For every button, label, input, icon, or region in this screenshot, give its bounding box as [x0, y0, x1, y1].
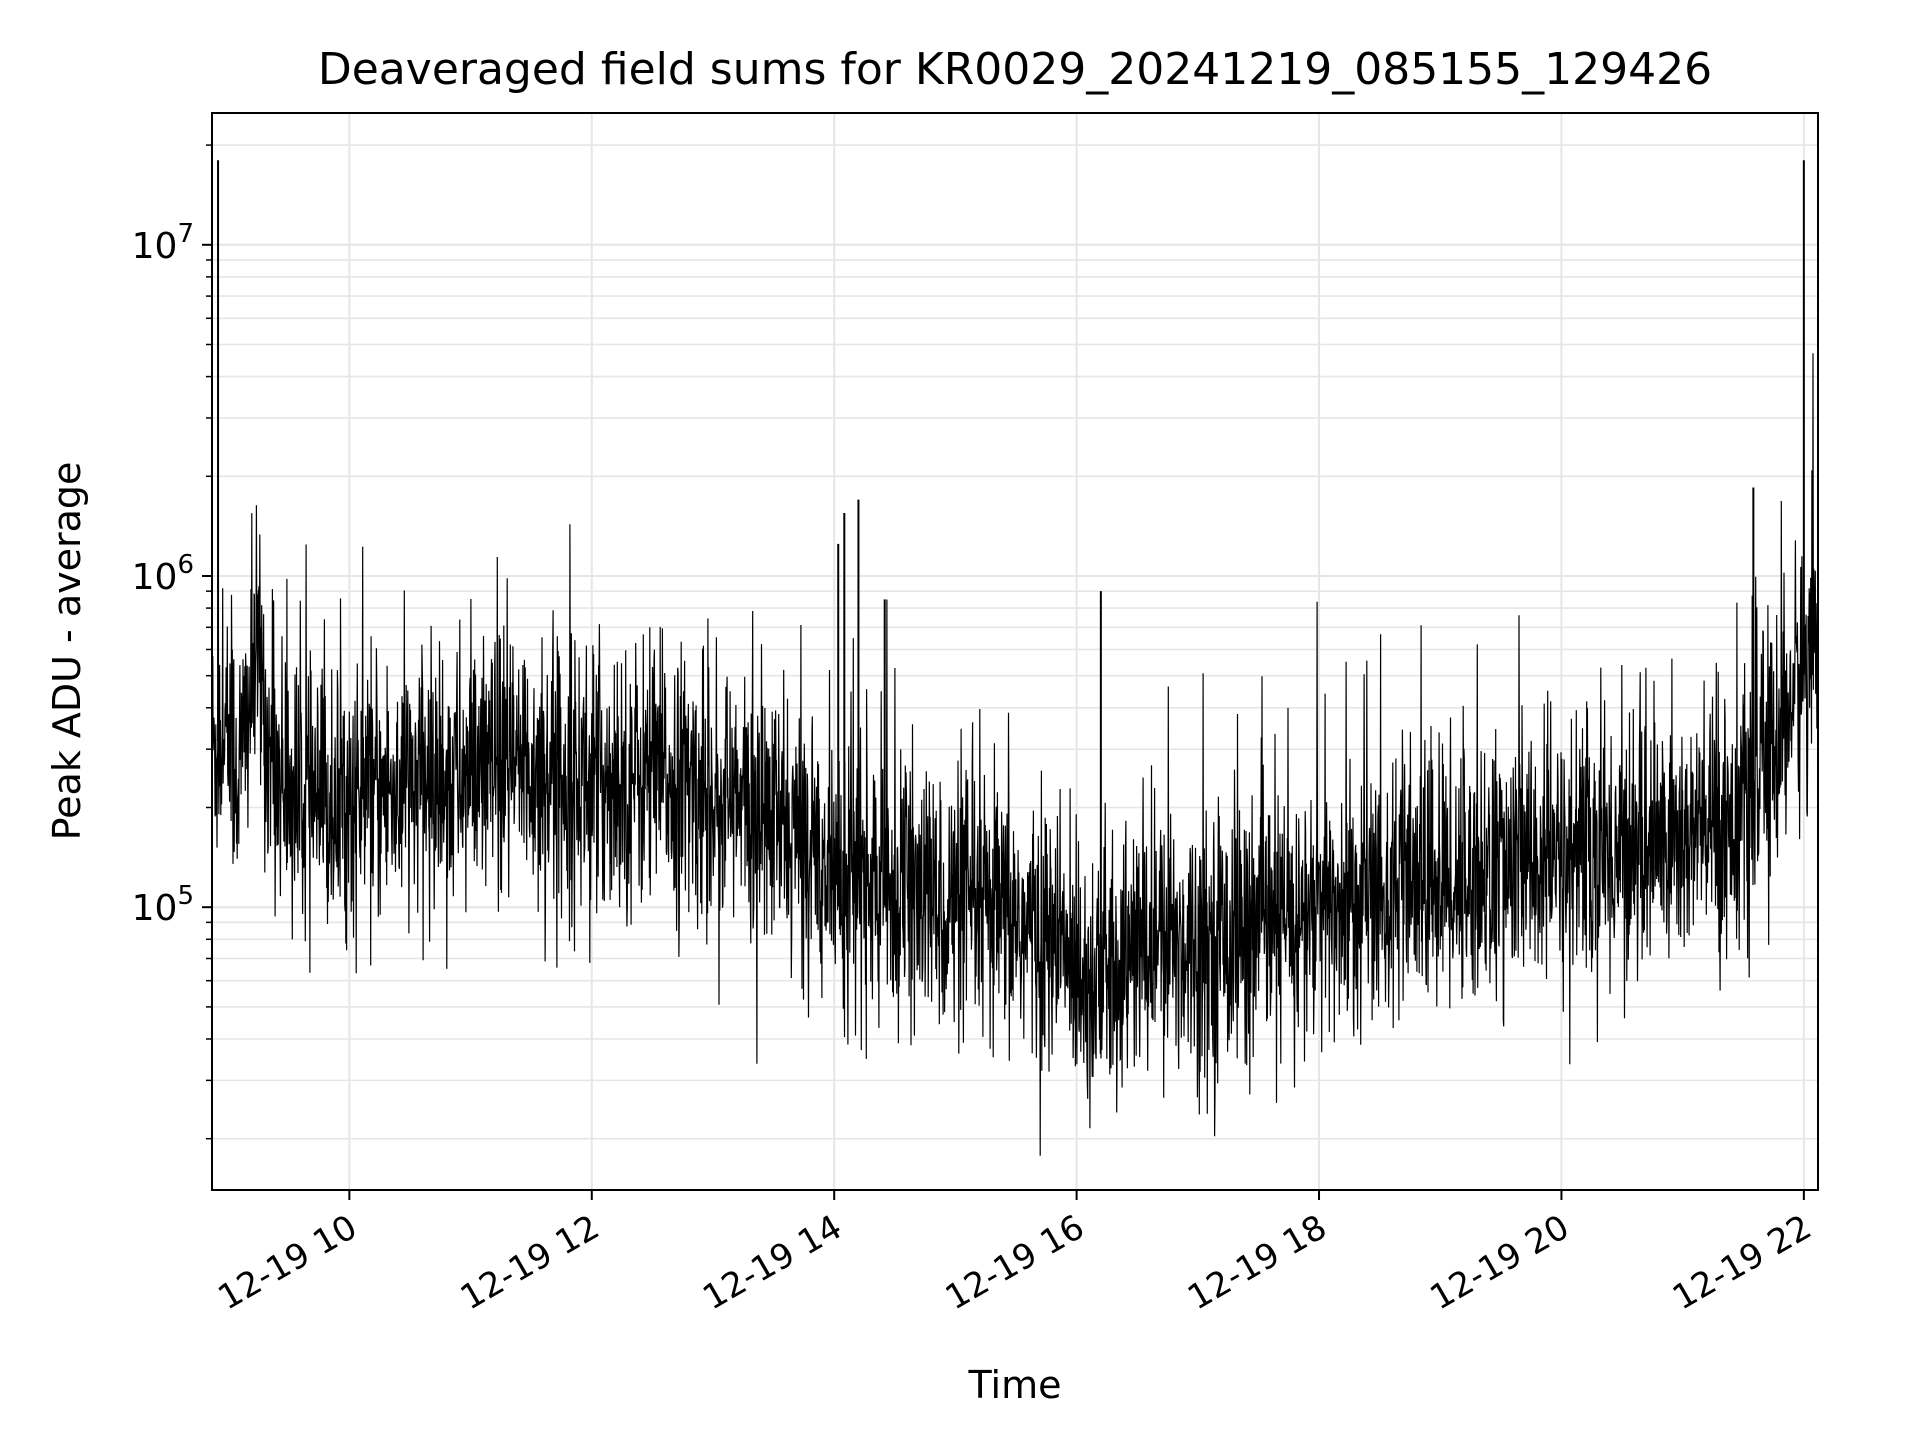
plot-area-frame	[211, 112, 1819, 1191]
y-tick-label: 106	[132, 550, 194, 598]
series-line	[211, 160, 1819, 1156]
y-axis-label: Peak ADU - average	[45, 462, 89, 841]
chart-title: Deaveraged field sums for KR0029_2024121…	[318, 44, 1712, 95]
series-trace	[211, 353, 1819, 1156]
y-tick-label: 107	[132, 219, 194, 267]
y-axis-ticks: 105 106 107	[132, 144, 212, 1140]
x-axis-label: Time	[968, 1363, 1062, 1407]
y-tick-label: 105	[132, 881, 194, 929]
